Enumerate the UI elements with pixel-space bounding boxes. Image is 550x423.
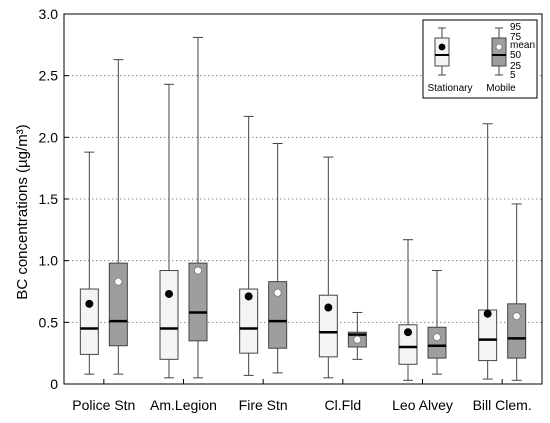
box-1-1 — [188, 36, 208, 379]
box-1-5 — [507, 203, 527, 381]
mean-marker — [512, 312, 521, 321]
box-1-3 — [347, 311, 367, 360]
legend-box — [434, 37, 450, 67]
legend-label-mobile: Mobile — [486, 83, 516, 94]
box-1-0 — [108, 59, 128, 375]
x-tick-label: Police Stn — [72, 397, 135, 413]
y-tick-label: 2.0 — [39, 129, 59, 145]
box-0-5 — [478, 123, 498, 380]
box-0-2 — [239, 115, 259, 376]
box-iqr — [159, 270, 179, 360]
box-0-1 — [159, 83, 179, 379]
legend-percentile-label: mean — [510, 40, 535, 51]
x-tick-label: Cl.Fld — [325, 397, 362, 413]
box-0-0 — [79, 151, 99, 375]
y-axis-title: BC concentrations (µg/m³) — [14, 124, 31, 299]
box-iqr — [79, 288, 99, 355]
legend-percentile-label: 75 — [510, 32, 522, 43]
mean-marker — [483, 309, 492, 318]
mean-marker — [353, 335, 362, 344]
y-tick-label: 3.0 — [39, 6, 59, 22]
legend-percentile-label: 50 — [510, 50, 522, 61]
mean-marker — [193, 266, 202, 275]
box-iqr — [427, 326, 447, 359]
box-1-4 — [427, 270, 447, 375]
mean-marker — [432, 333, 441, 342]
legend-mean-marker — [495, 43, 503, 51]
box-iqr — [239, 288, 259, 354]
box-0-4 — [398, 239, 418, 381]
box-iqr — [108, 262, 128, 347]
y-tick-label: 0.5 — [39, 314, 59, 330]
mean-marker — [324, 303, 333, 312]
x-tick-label: Leo Alvey — [392, 397, 453, 413]
box-1-2 — [268, 143, 288, 374]
box-0-3 — [318, 156, 338, 379]
mean-marker — [164, 289, 173, 298]
box-iqr — [188, 262, 208, 342]
y-tick-label: 1.5 — [39, 191, 59, 207]
gridlines — [64, 75, 542, 323]
mean-marker — [244, 292, 253, 301]
legend-percentile-label: 5 — [510, 70, 516, 81]
legend-mean-marker — [438, 43, 446, 51]
y-tick-label: 1.0 — [39, 253, 59, 269]
mean-marker — [273, 288, 282, 297]
legend-percentile-label: 25 — [510, 61, 522, 72]
box-iqr — [507, 303, 527, 359]
box-iqr — [398, 324, 418, 365]
y-tick-label: 0 — [50, 376, 58, 392]
box-iqr — [318, 294, 338, 358]
box-iqr — [268, 281, 288, 349]
x-tick-label: Bill Clem. — [473, 397, 532, 413]
axes: 0 0.5 1.0 1.5 2.0 2.5 3.0 Police Stn Am.Legion Fi… — [39, 6, 543, 413]
legend-percentile-label: 95 — [510, 22, 522, 33]
plot-frame — [63, 13, 543, 385]
x-tick-label: Fire Stn — [239, 397, 288, 413]
box-plots — [79, 36, 527, 381]
mean-marker — [85, 299, 94, 308]
legend-box — [491, 37, 507, 67]
mean-marker — [114, 277, 123, 286]
y-tick-label: 2.5 — [39, 68, 59, 84]
mean-marker — [403, 328, 412, 337]
legend-label-stationary: Stationary — [427, 83, 472, 94]
x-tick-label: Am.Legion — [150, 397, 217, 413]
